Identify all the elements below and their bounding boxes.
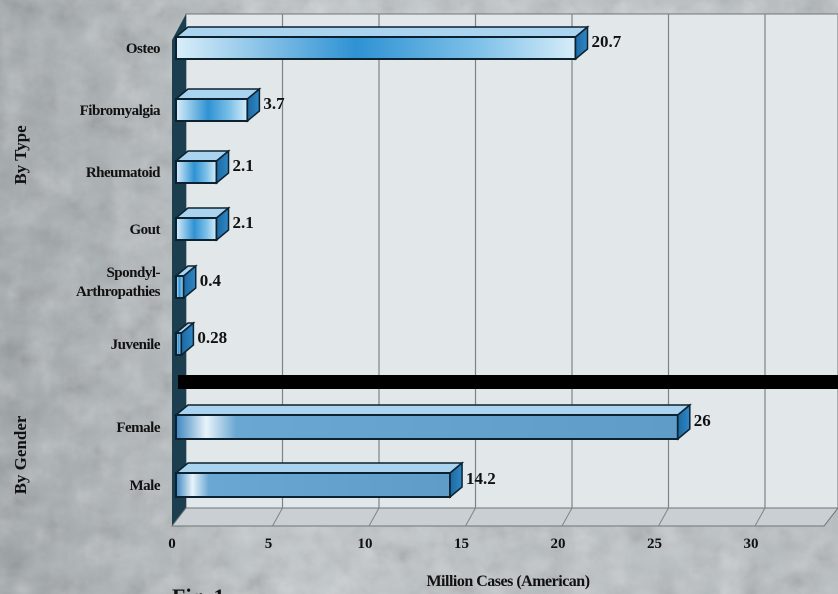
bar-spondyl--arthropathies: 0.4 bbox=[173, 264, 222, 300]
x-tick-label: 15 bbox=[454, 536, 469, 552]
bar-cap bbox=[246, 87, 261, 123]
gridline-floor bbox=[754, 507, 766, 527]
bar-fibromyalgia: 3.7 bbox=[173, 87, 285, 123]
value-label: 20.7 bbox=[592, 32, 622, 51]
bar-front bbox=[175, 36, 577, 60]
bar-front bbox=[175, 217, 218, 241]
bar-cap bbox=[215, 149, 230, 185]
x-tick-label: 10 bbox=[358, 536, 373, 552]
x-tick-label: 30 bbox=[744, 536, 759, 552]
bar-cap bbox=[574, 25, 589, 61]
value-label: 2.1 bbox=[233, 213, 254, 232]
bar-cap bbox=[449, 461, 463, 499]
figure-label: Fig. 1 bbox=[172, 584, 225, 594]
bar-top bbox=[173, 88, 262, 100]
gridline-floor bbox=[561, 507, 573, 527]
bar-front bbox=[175, 275, 185, 299]
bar-osteo: 20.7 bbox=[173, 25, 622, 61]
category-label: Osteo bbox=[126, 41, 160, 57]
bar-front bbox=[175, 160, 218, 184]
bar-front bbox=[175, 472, 452, 498]
gridline-floor bbox=[272, 507, 283, 527]
group-label-by-gender: By Gender bbox=[11, 415, 30, 494]
value-label: 0.28 bbox=[197, 328, 227, 347]
category-label: Rheumatoid bbox=[86, 165, 161, 181]
bar-front bbox=[175, 332, 183, 356]
category-label: Juvenile bbox=[111, 337, 161, 353]
bar-juvenile: 0.28 bbox=[173, 321, 227, 357]
category-label: Gout bbox=[129, 222, 160, 238]
x-tick-label: 20 bbox=[551, 536, 566, 552]
bar-rheumatoid: 2.1 bbox=[173, 149, 254, 185]
value-label: 14.2 bbox=[466, 469, 496, 488]
value-label: 2.1 bbox=[233, 156, 254, 175]
x-tick-label: 25 bbox=[647, 536, 662, 552]
bar-cap bbox=[180, 321, 195, 357]
bar-gout: 2.1 bbox=[173, 206, 254, 242]
bar-top bbox=[173, 404, 692, 416]
group-label-by-type: By Type bbox=[11, 125, 30, 185]
bar-cap bbox=[182, 264, 197, 300]
category-label: Fibromyalgia bbox=[80, 103, 161, 119]
bar-top bbox=[173, 462, 465, 474]
value-label: 0.4 bbox=[200, 271, 222, 290]
plot-area bbox=[170, 13, 838, 527]
x-axis-title: Million Cases (American) bbox=[426, 573, 589, 590]
value-label: 3.7 bbox=[263, 94, 285, 113]
x-axis-ticks: 0 5 10 15 20 25 30 bbox=[168, 536, 758, 552]
plot-floor bbox=[170, 507, 838, 527]
bar-front bbox=[175, 414, 679, 440]
bar-male: 14.2 bbox=[173, 461, 496, 499]
x-tick-label: 5 bbox=[265, 536, 273, 552]
gridline-floor bbox=[658, 507, 669, 527]
gridline-floor bbox=[465, 507, 476, 527]
gridline-floor bbox=[368, 507, 380, 527]
bar-front bbox=[175, 98, 249, 122]
group-separator bbox=[178, 375, 838, 389]
bar-female: 26 bbox=[173, 403, 711, 441]
value-label: 26 bbox=[694, 411, 711, 430]
x-tick-label: 0 bbox=[168, 536, 176, 552]
bar-top bbox=[173, 26, 590, 38]
plot-left-wall bbox=[172, 14, 186, 526]
category-label: Female bbox=[116, 420, 160, 436]
bar-cap bbox=[215, 206, 230, 242]
bar-cap bbox=[677, 403, 691, 441]
bars: 20.7 Osteo 3.7 Fibromyalgia 2.1 Rheumatoid 2.1… bbox=[76, 25, 838, 499]
category-label: Spondyl-Arthropathies bbox=[76, 265, 161, 300]
category-label: Male bbox=[130, 478, 161, 494]
